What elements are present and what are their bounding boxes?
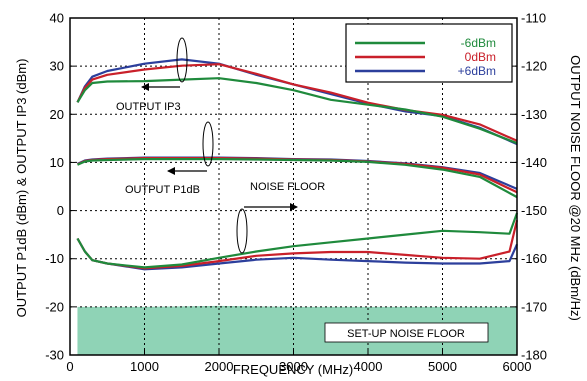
- legend-label: 0dBm: [465, 50, 496, 64]
- y-right-tick-label: -130: [521, 107, 547, 122]
- p1db-ellipse: [202, 121, 214, 167]
- ip3-ellipse: [176, 37, 188, 83]
- y-right-tick-label: -120: [521, 59, 547, 74]
- y-left-tick-label: 0: [57, 203, 64, 218]
- ip3-annotation: OUTPUT IP3: [116, 37, 188, 113]
- series-line: [76, 212, 519, 269]
- x-tick-label: 5000: [428, 359, 457, 374]
- setup-label: SET-UP NOISE FLOOR: [347, 328, 465, 340]
- setup-label-box: SET-UP NOISE FLOOR: [324, 322, 489, 343]
- y-left-tick-label: 30: [50, 59, 64, 74]
- ticks-layer: 0 1000 2000 3000 4000 5000 6000 40 30 20 10 0 -10 -20…: [45, 11, 547, 375]
- x-tick-label: 4000: [354, 359, 383, 374]
- series-line: [76, 77, 518, 145]
- ip3-label: OUTPUT IP3: [116, 101, 181, 113]
- p1db-label: OUTPUT P1dB: [125, 184, 200, 196]
- series-line: [76, 219, 519, 270]
- y-left-tick-label: 20: [50, 107, 64, 122]
- noise-label: NOISE FLOOR: [250, 181, 325, 193]
- setup-label-bg: [324, 322, 489, 343]
- y-right-tick-label: -110: [521, 11, 546, 26]
- y-axis-right-label: OUTPUT NOISE FLOOR @20 MHz (dBm/Hz): [568, 55, 583, 321]
- legend-label: -6dBm: [461, 36, 496, 50]
- y-right-tick-label: -160: [521, 251, 547, 266]
- x-tick-label: 1000: [130, 359, 159, 374]
- legend-box: [345, 23, 513, 83]
- y-left-tick-label: 10: [50, 155, 64, 170]
- x-tick-label: 3000: [279, 359, 308, 374]
- y-left-tick-label: 40: [50, 11, 64, 26]
- setup-floor-area: [77, 305, 517, 355]
- lines-layer: [76, 58, 519, 271]
- p1db-annotation: OUTPUT P1dB: [125, 121, 214, 196]
- y-right-tick-label: -150: [521, 203, 547, 218]
- noise-ellipse: [236, 208, 248, 254]
- y-right-tick-label: -170: [521, 299, 547, 314]
- y-right-tick-label: -180: [521, 348, 547, 363]
- x-tick-label: 2000: [205, 359, 234, 374]
- legend-label: +6dBm: [458, 64, 496, 78]
- y-axis-left-label: OUTPUT P1dB (dBm) & OUTPUT IP3 (dBm): [14, 59, 29, 318]
- noise-annotation: NOISE FLOOR: [236, 181, 325, 254]
- setup-floor-layer: [77, 305, 517, 355]
- x-tick-label: 6000: [503, 359, 532, 374]
- y-right-tick-label: -140: [521, 155, 547, 170]
- series-line: [77, 158, 518, 199]
- y-left-tick-label: -10: [45, 251, 64, 266]
- legend: -6dBm 0dBm +6dBm: [345, 23, 513, 83]
- y-left-tick-label: -30: [45, 348, 64, 363]
- y-left-tick-label: -20: [45, 299, 64, 314]
- x-tick-label: 0: [66, 359, 73, 374]
- x-axis-label: FREQUENCY (MHz): [233, 362, 353, 377]
